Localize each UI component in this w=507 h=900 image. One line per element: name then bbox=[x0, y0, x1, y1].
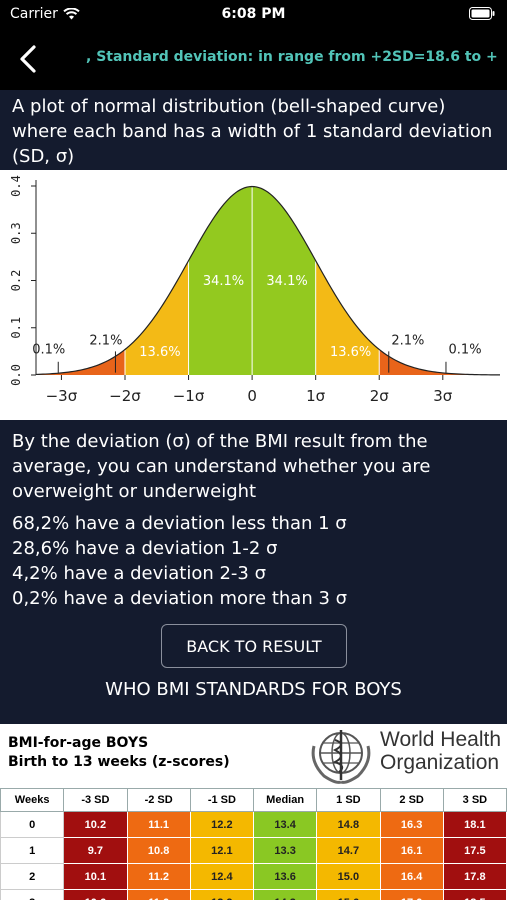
table-cell: 13.6 bbox=[252, 863, 318, 890]
band-percentage-label: 2.1% bbox=[89, 333, 122, 348]
x-tick-label: 2σ bbox=[370, 387, 390, 405]
nav-title: , Standard deviation: in range from +2SD… bbox=[86, 49, 498, 65]
table-cell: 14.2 bbox=[252, 889, 318, 900]
who-emblem-icon bbox=[311, 730, 371, 784]
y-tick-label: 0.2 bbox=[9, 270, 23, 292]
table-cell: 15.0 bbox=[316, 863, 381, 890]
band-percentage-label: 34.1% bbox=[266, 274, 307, 289]
who-organization-name: World Health Organization bbox=[380, 728, 501, 774]
table-cell: 11.2 bbox=[126, 863, 191, 890]
header-minus-2sd: -2 SD bbox=[126, 788, 191, 812]
table-cell: 14.7 bbox=[316, 837, 381, 864]
distribution-curve bbox=[35, 185, 501, 376]
table-cell: 11.1 bbox=[126, 811, 191, 838]
table-title-line1: BMI-for-age BOYS bbox=[8, 735, 149, 751]
navigation-bar: , Standard deviation: in range from +2SD… bbox=[0, 28, 507, 90]
table-header-row: Weeks -3 SD -2 SD -1 SD Median 1 SD 2 SD… bbox=[0, 788, 507, 812]
table-cell: 10.2 bbox=[63, 811, 128, 838]
band-percentage-label: 0.1% bbox=[449, 343, 482, 358]
table-cell: 11.6 bbox=[126, 889, 191, 900]
header-weeks: Weeks bbox=[0, 788, 65, 812]
carrier-indicator: Carrier bbox=[10, 6, 80, 22]
table-cell: 18.1 bbox=[442, 811, 507, 838]
header-plus-1sd: 1 SD bbox=[316, 788, 381, 812]
stat-item: 28,6% have a deviation 1-2 σ bbox=[12, 538, 278, 559]
description-text: By the deviation (σ) of the BMI result f… bbox=[12, 431, 431, 502]
stats-list: 68,2% have a deviation less than 1 σ 28,… bbox=[12, 511, 502, 611]
header-median: Median bbox=[252, 788, 318, 812]
who-bmi-table-image: BMI-for-age BOYS Birth to 13 weeks (z-sc… bbox=[0, 724, 507, 900]
table-cell: 10.8 bbox=[126, 837, 191, 864]
table-cell: 18.5 bbox=[442, 889, 507, 900]
table-cell: 2 bbox=[0, 863, 65, 890]
table-cell: 17.8 bbox=[442, 863, 507, 890]
table-row: 2 10.1 11.2 12.4 13.6 15.0 16.4 17.8 bbox=[0, 863, 507, 890]
table-cell: 12.9 bbox=[189, 889, 255, 900]
y-tick-label: 0.4 bbox=[9, 175, 23, 197]
stat-item: 68,2% have a deviation less than 1 σ bbox=[12, 513, 347, 534]
chart-panel: 0.0 0.1 0.2 0.3 0.4 −3σ −2σ −1σ 0 1σ 2σ 3σ 0.1% 2.1% 1… bbox=[0, 170, 507, 420]
wifi-icon bbox=[63, 8, 80, 20]
battery-icon bbox=[469, 7, 495, 20]
back-button[interactable] bbox=[14, 42, 44, 76]
table-cell: 1 bbox=[0, 837, 65, 864]
x-tick-label: 1σ bbox=[306, 387, 326, 405]
table-title: BMI-for-age BOYS Birth to 13 weeks (z-sc… bbox=[8, 734, 230, 772]
y-tick-label: 0.0 bbox=[9, 364, 23, 386]
stat-item: 0,2% have a deviation more than 3 σ bbox=[12, 588, 348, 609]
table-cell: 3 bbox=[0, 889, 65, 900]
clock: 6:08 PM bbox=[221, 6, 286, 22]
carrier-label: Carrier bbox=[10, 6, 58, 22]
normal-distribution-chart: 0.0 0.1 0.2 0.3 0.4 −3σ −2σ −1σ 0 1σ 2σ 3σ 0.1% 2.1% 1… bbox=[9, 175, 501, 405]
table-cell: 12.2 bbox=[189, 811, 255, 838]
header-minus-1sd: -1 SD bbox=[189, 788, 255, 812]
x-tick-label: −3σ bbox=[46, 387, 78, 405]
table-cell: 15.6 bbox=[316, 889, 381, 900]
table-cell: 13.4 bbox=[252, 811, 318, 838]
chart-band bbox=[36, 349, 125, 375]
chart-band bbox=[379, 349, 500, 375]
x-tick-label: −2σ bbox=[109, 387, 141, 405]
intro-text: A plot of normal distribution (bell-shap… bbox=[12, 96, 493, 167]
header-minus-3sd: -3 SD bbox=[63, 788, 128, 812]
table-cell: 16.1 bbox=[379, 837, 444, 864]
table-cell: 10.6 bbox=[63, 889, 128, 900]
table-cell: 9.7 bbox=[63, 837, 128, 864]
table-cell: 17.5 bbox=[442, 837, 507, 864]
table-cell: 12.1 bbox=[189, 837, 255, 864]
band-percentage-label: 2.1% bbox=[391, 333, 424, 348]
back-to-result-button[interactable]: BACK TO RESULT bbox=[161, 624, 347, 668]
table-cell: 0 bbox=[0, 811, 65, 838]
x-tick-label: 0 bbox=[247, 387, 257, 405]
table-cell: 12.4 bbox=[189, 863, 255, 890]
table-cell: 16.4 bbox=[379, 863, 444, 890]
status-bar: Carrier 6:08 PM bbox=[0, 0, 507, 28]
stat-item: 4,2% have a deviation 2-3 σ bbox=[12, 563, 267, 584]
band-percentage-label: 34.1% bbox=[203, 274, 244, 289]
bmi-table: Weeks -3 SD -2 SD -1 SD Median 1 SD 2 SD… bbox=[0, 788, 507, 900]
y-tick-label: 0.1 bbox=[9, 317, 23, 339]
who-name-line2: Organization bbox=[380, 751, 500, 774]
y-tick-label: 0.3 bbox=[9, 222, 23, 244]
header-plus-3sd: 3 SD bbox=[442, 788, 507, 812]
table-title-line2: Birth to 13 weeks (z-scores) bbox=[8, 754, 230, 770]
who-name-line1: World Health bbox=[380, 728, 501, 751]
x-tick-label: 3σ bbox=[433, 387, 453, 405]
band-percentage-label: 0.1% bbox=[32, 343, 65, 358]
header-plus-2sd: 2 SD bbox=[379, 788, 444, 812]
table-row: 0 10.2 11.1 12.2 13.4 14.8 16.3 18.1 bbox=[0, 811, 507, 838]
band-percentage-label: 13.6% bbox=[139, 345, 180, 360]
x-tick-label: −1σ bbox=[173, 387, 205, 405]
who-standards-title: WHO BMI STANDARDS FOR BOYS bbox=[105, 679, 402, 700]
table-cell: 10.1 bbox=[63, 863, 128, 890]
table-cell: 16.3 bbox=[379, 811, 444, 838]
table-row: 3 10.6 11.6 12.9 14.2 15.6 17.0 18.5 bbox=[0, 889, 507, 900]
table-cell: 14.8 bbox=[316, 811, 381, 838]
band-percentage-label: 13.6% bbox=[330, 345, 371, 360]
table-row: 1 9.7 10.8 12.1 13.3 14.7 16.1 17.5 bbox=[0, 837, 507, 864]
table-cell: 17.0 bbox=[379, 889, 444, 900]
chevron-left-icon bbox=[20, 45, 36, 73]
table-cell: 13.3 bbox=[252, 837, 318, 864]
